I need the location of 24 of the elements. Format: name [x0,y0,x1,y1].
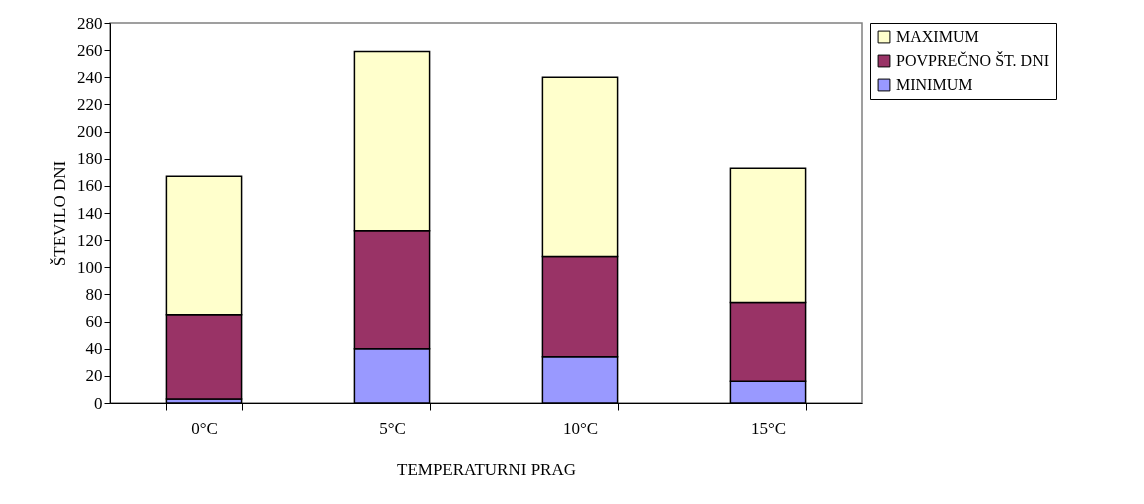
y-tick-label: 100 [77,257,103,277]
x-tick-label: 15°C [750,418,787,438]
x-tick-label: 0°C [191,418,218,438]
legend-label: MAXIMUM [896,28,979,45]
y-tick-label: 40 [85,339,103,359]
y-tick-label: 120 [77,230,103,250]
y-tick-label: 20 [85,366,103,386]
y-tick-label: 60 [85,312,103,332]
y-tick-label: 180 [77,149,103,169]
y-tick-label: 240 [77,67,103,87]
x-axis-title: TEMPERATURNI PRAG [397,459,576,479]
y-tick-label: 200 [77,122,103,142]
y-tick-label: 220 [77,94,103,114]
x-tick-label: 5°C [379,418,406,438]
y-tick-label: 80 [85,284,103,304]
legend-label: MINIMUM [896,76,973,93]
y-tick-label: 280 [77,13,103,33]
x-tick-label: 10°C [562,418,599,438]
y-tick-label: 0 [94,393,103,413]
y-tick-label: 160 [77,176,103,196]
y-tick-label: 140 [77,203,103,223]
y-axis-title: ŠTEVILO DNI [50,160,69,267]
legend-label: POVPREČNO ŠT. DNI [896,51,1050,69]
y-tick-label: 260 [77,40,103,60]
